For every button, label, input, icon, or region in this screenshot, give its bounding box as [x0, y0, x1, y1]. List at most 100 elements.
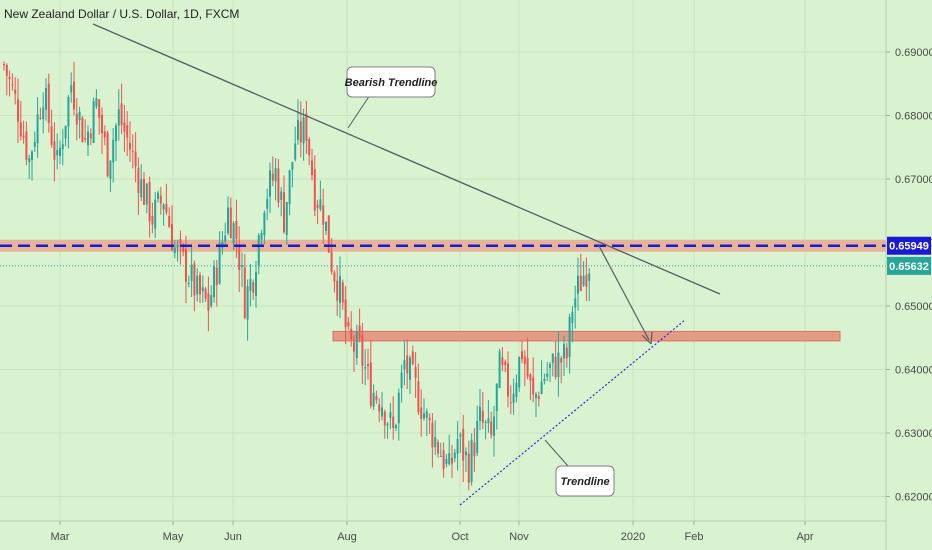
candle-body: [182, 244, 185, 252]
candle-body: [529, 374, 532, 381]
candle-body: [417, 381, 420, 412]
candle-body: [227, 207, 229, 234]
candle-body: [193, 263, 196, 296]
candle-body: [308, 139, 311, 156]
candle-body: [31, 151, 33, 161]
time-tick-label: Oct: [451, 531, 468, 543]
bearish-callout-pointer: [347, 94, 371, 129]
candle-body: [498, 351, 501, 388]
candle-body: [327, 215, 330, 253]
candle-body: [565, 347, 568, 359]
candle-body: [403, 360, 406, 370]
support-zone: [332, 330, 841, 342]
candle-body: [347, 321, 350, 327]
candle-body: [123, 122, 126, 132]
candle-body: [557, 352, 560, 378]
candle-body: [33, 141, 36, 147]
candle-body: [546, 373, 549, 378]
candle-body: [229, 207, 232, 239]
candle-body: [159, 195, 162, 204]
candle-body: [246, 286, 249, 320]
candle-body: [271, 173, 274, 181]
candle-body: [414, 366, 417, 378]
candle-body: [151, 216, 154, 225]
candle-body: [154, 199, 157, 229]
candle-body: [201, 287, 204, 292]
candle-body: [386, 423, 389, 426]
candle-body: [260, 233, 263, 240]
price-axis[interactable]: 0.620000.630000.640000.650000.660000.670…: [886, 47, 932, 504]
candle-body: [280, 191, 283, 200]
candle-body: [98, 99, 101, 118]
candle-body: [173, 247, 176, 254]
candle-body: [241, 265, 243, 267]
candle-body: [322, 205, 325, 225]
candle-body: [101, 114, 103, 134]
candle-body: [451, 457, 453, 464]
candle-body: [400, 372, 403, 389]
candle-body: [383, 411, 386, 426]
price-tick-label: 0.68000: [895, 111, 932, 123]
candle-body: [574, 298, 577, 308]
candle-body: [176, 244, 179, 248]
bearish-callout-box: [346, 66, 436, 98]
candle-body: [456, 438, 459, 454]
candle-body: [185, 248, 187, 282]
candle-body: [509, 402, 512, 404]
candle-body: [255, 272, 257, 296]
candle-body: [36, 114, 39, 144]
candle-body: [207, 293, 210, 311]
candle-body: [67, 96, 70, 127]
candle-body: [56, 150, 59, 156]
price-tick-label: 0.67000: [895, 174, 932, 186]
candle-body: [137, 167, 140, 193]
candle-body: [140, 179, 143, 198]
candle-body: [235, 220, 238, 239]
time-axis[interactable]: Mar May Jun Aug Oct Nov 2020 Feb Apr: [51, 521, 814, 543]
chart-title: New Zealand Dollar / U.S. Dollar, 1D, FX…: [4, 7, 239, 21]
candle-body: [70, 85, 73, 93]
candle-body: [518, 357, 521, 388]
candle-body: [568, 316, 571, 357]
candle-body: [288, 170, 291, 205]
candle-body: [554, 356, 557, 377]
candle-body: [187, 282, 190, 284]
candle-body: [313, 169, 316, 211]
candle-body: [406, 355, 409, 374]
candle-body: [285, 201, 288, 235]
candle-body: [59, 147, 61, 157]
candle-body: [532, 377, 535, 395]
candle-body: [249, 279, 252, 291]
candle-body: [355, 331, 358, 358]
candle-body: [283, 192, 285, 233]
time-tick-label: Nov: [509, 531, 529, 543]
candle-body: [521, 351, 523, 360]
candle-body: [428, 417, 431, 421]
candle-body: [543, 379, 546, 382]
candle-body: [490, 421, 493, 435]
candle-body: [479, 406, 481, 421]
candle-body: [171, 224, 173, 251]
candle-body: [14, 89, 17, 94]
candle-body: [389, 412, 392, 418]
candle-body: [535, 394, 537, 398]
current-price-label: 0.65632: [889, 261, 929, 273]
time-tick-label: Mar: [51, 531, 70, 543]
candle-body: [11, 84, 14, 86]
candle-body: [442, 450, 445, 469]
candle-body: [162, 204, 165, 210]
candle-body: [143, 178, 145, 205]
candle-body: [540, 381, 543, 394]
candle-body: [411, 351, 414, 365]
candle-body: [333, 272, 336, 282]
candle-body: [319, 199, 322, 210]
candle-body: [45, 87, 47, 110]
candle-body: [89, 133, 92, 139]
candle-body: [299, 121, 302, 143]
candle-body: [311, 160, 313, 176]
candle-body: [179, 239, 182, 244]
bearish-callout-label: Bearish Trendline: [345, 77, 438, 89]
candle-body: [305, 113, 308, 141]
time-tick-label: Aug: [337, 531, 357, 543]
